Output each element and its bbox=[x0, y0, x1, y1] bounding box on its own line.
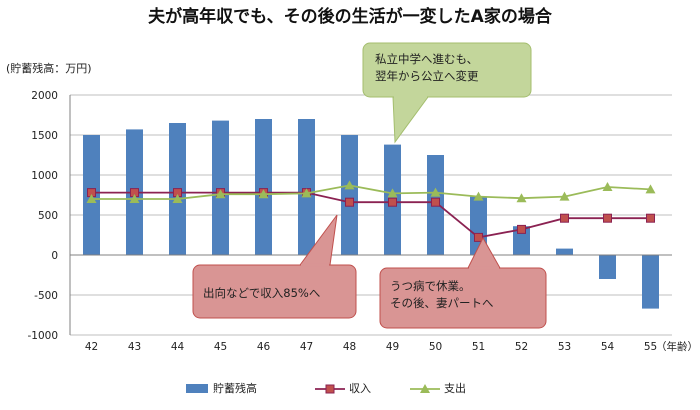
x-tick-label: 48 bbox=[343, 341, 356, 353]
marker-income bbox=[560, 213, 569, 223]
x-tick-label: 52 bbox=[515, 341, 528, 353]
savings-bars bbox=[83, 119, 659, 309]
x-tick-label: 53 bbox=[558, 341, 571, 353]
callout-box bbox=[192, 264, 357, 319]
marker-expense bbox=[258, 189, 269, 199]
x-tick-label: 44 bbox=[171, 341, 185, 353]
y-axis-unit-label: (貯蓄残高：万円) bbox=[6, 61, 92, 75]
marker-expense bbox=[430, 187, 441, 197]
marker-expense bbox=[129, 194, 140, 203]
callout-text: うつ病で休業。 bbox=[390, 279, 471, 293]
legend-label-savings: 貯蓄残高 bbox=[213, 381, 257, 395]
callout-green: 私立中学へ進むも、翌年から公立へ変更 bbox=[362, 42, 532, 144]
x-tick-label: 46 bbox=[257, 341, 271, 353]
chart-title: 夫が高年収でも、その後の生活が一変したA家の場合 bbox=[148, 6, 553, 27]
marker-expense bbox=[86, 194, 97, 203]
callout-pink2: うつ病で休業。その後、妻パートへ bbox=[379, 236, 547, 329]
marker-income bbox=[474, 232, 483, 242]
x-tick-label: 47 bbox=[300, 341, 313, 353]
x-tick-label: 43 bbox=[128, 341, 141, 353]
bar-savings bbox=[642, 255, 659, 309]
marker-expense bbox=[344, 180, 355, 190]
callout-text: 私立中学へ進むも、 bbox=[375, 52, 478, 66]
x-tick-label: 51 bbox=[472, 341, 485, 353]
marker-expense bbox=[172, 194, 183, 203]
bar-savings bbox=[298, 119, 315, 255]
marker-expense bbox=[387, 188, 398, 198]
marker-income bbox=[345, 197, 354, 207]
grid-lines bbox=[70, 94, 672, 336]
marker-income bbox=[646, 213, 655, 223]
marker-income bbox=[603, 213, 612, 223]
legend-swatch-savings bbox=[186, 384, 208, 393]
callout-text: その後、妻パートへ bbox=[390, 296, 494, 310]
marker-expense bbox=[559, 191, 570, 201]
bar-savings bbox=[212, 120, 229, 255]
marker-income bbox=[517, 224, 526, 234]
x-tick-label: 50 bbox=[429, 341, 442, 353]
y-tick-label: 1000 bbox=[31, 170, 58, 182]
x-tick-label: 42 bbox=[85, 341, 98, 353]
marker-expense bbox=[602, 182, 613, 191]
line-income bbox=[91, 191, 651, 239]
x-tick-label: 49 bbox=[386, 341, 399, 353]
callout-box bbox=[362, 42, 532, 98]
bar-savings bbox=[341, 135, 358, 255]
x-axis-unit-label: （年齢） bbox=[656, 340, 698, 353]
marker-expense bbox=[645, 184, 656, 194]
y-tick-label: 0 bbox=[51, 250, 58, 262]
marker-income bbox=[431, 197, 440, 207]
marker-income bbox=[388, 197, 397, 207]
marker-expense bbox=[215, 189, 226, 199]
legend-marker-expense bbox=[420, 384, 430, 393]
legend: 貯蓄残高 収入 支出 bbox=[186, 381, 466, 395]
y-tick-label: 500 bbox=[38, 210, 58, 222]
callout-pink1: 出向などで収入85%へ bbox=[192, 214, 357, 319]
marker-expense bbox=[473, 191, 484, 201]
y-tick-label: 2000 bbox=[31, 90, 58, 102]
legend-label-income: 収入 bbox=[349, 382, 371, 395]
callout-box bbox=[379, 267, 547, 329]
marker-expense bbox=[301, 188, 312, 198]
bar-savings bbox=[556, 248, 573, 255]
axes: -1000 -500 0 500 1000 1500 2000 42 43 44 45 46 47 48 4… bbox=[27, 90, 698, 353]
y-tick-label: -500 bbox=[34, 290, 58, 302]
x-tick-label: 54 bbox=[601, 341, 615, 353]
x-tick-label: 55 bbox=[644, 341, 657, 353]
marker-expense bbox=[516, 193, 527, 203]
callout-text: 翌年から公立へ変更 bbox=[375, 69, 479, 83]
x-tick-label: 45 bbox=[214, 341, 227, 353]
line-expense bbox=[91, 184, 651, 200]
y-tick-label: -1000 bbox=[27, 330, 58, 342]
legend-label-expense: 支出 bbox=[444, 381, 466, 395]
series-lines bbox=[86, 180, 656, 242]
bar-savings bbox=[255, 119, 272, 255]
legend-marker-income bbox=[325, 384, 335, 394]
callout-text: 出向などで収入85%へ bbox=[203, 286, 320, 300]
y-tick-label: 1500 bbox=[31, 130, 58, 142]
bar-savings bbox=[599, 255, 616, 279]
